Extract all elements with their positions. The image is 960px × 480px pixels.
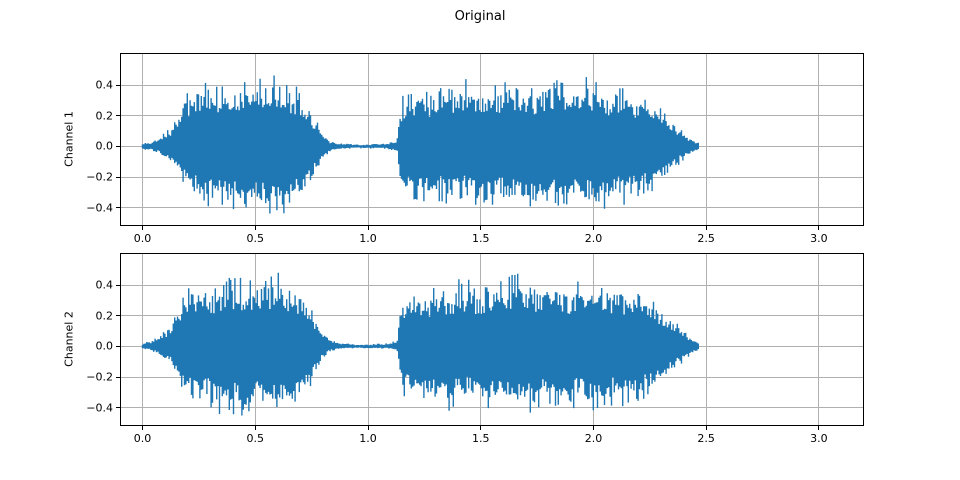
gridline-vertical	[705, 53, 707, 226]
gridline-vertical	[705, 253, 707, 426]
gridline-vertical	[818, 253, 820, 426]
axes-channel-1: Channel 1 0.0 0.5 1.0 1.5 2.0 2.5 3.0 0.4 0.2 0.0…	[63, 53, 864, 244]
x-tick-label: 3.0	[810, 232, 828, 245]
y-tick-label: −0.2	[86, 370, 113, 384]
gridline-horizontal	[120, 84, 864, 86]
y-tick-mark	[116, 376, 120, 378]
x-tick-mark	[705, 226, 707, 230]
plot-area-channel-1	[120, 53, 864, 226]
x-tick-label: 0.0	[133, 432, 152, 445]
x-tick-mark	[480, 426, 482, 430]
y-tick-mark	[116, 176, 120, 178]
x-tick-label: 1.0	[359, 232, 377, 245]
y-tick-mark	[116, 207, 120, 209]
axes-channel-2: Channel 2 0.0 0.5 1.0 1.5 2.0 2.5 3.0 0.4 0.2 0.0…	[63, 253, 864, 444]
gridline-vertical	[367, 53, 369, 226]
x-tick-mark	[142, 226, 144, 230]
gridline-horizontal	[120, 284, 864, 286]
y-tick-label: 0.4	[95, 78, 114, 92]
x-tick-mark	[480, 226, 482, 230]
y-tick-mark	[116, 115, 120, 117]
gridline-vertical	[142, 253, 144, 426]
x-tick-mark	[367, 426, 369, 430]
y-tick-label: −0.4	[86, 201, 113, 215]
gridline-vertical	[142, 53, 144, 226]
x-tick-label: 2.0	[584, 432, 603, 445]
x-tick-label: 1.0	[359, 432, 377, 445]
x-tick-mark	[254, 426, 256, 430]
x-tick-label: 1.5	[471, 232, 490, 245]
x-tick-label: 3.0	[810, 432, 828, 445]
y-tick-label: 0.2	[95, 309, 114, 323]
x-tick-label: 0.5	[246, 232, 265, 245]
y-tick-label: −0.2	[86, 170, 113, 184]
y-tick-mark	[116, 145, 120, 147]
x-tick-mark	[818, 426, 820, 430]
y-tick-label: −0.4	[86, 401, 113, 415]
y-tick-mark	[116, 315, 120, 317]
y-tick-label: 0.4	[95, 278, 114, 292]
x-tick-label: 0.0	[133, 232, 152, 245]
x-tick-label: 2.5	[697, 432, 715, 445]
y-tick-label: 0.2	[95, 109, 114, 123]
gridline-vertical	[818, 53, 820, 226]
x-tick-label: 1.5	[471, 432, 490, 445]
gridline-horizontal	[120, 407, 864, 409]
x-tick-mark	[254, 226, 256, 230]
y-tick-mark	[116, 345, 120, 347]
gridline-vertical	[367, 253, 369, 426]
figure-title: Original	[454, 9, 506, 24]
x-tick-mark	[818, 226, 820, 230]
waveform-1	[141, 75, 699, 214]
waveform-2	[141, 272, 699, 416]
y-tick-mark	[116, 407, 120, 409]
x-tick-label: 2.0	[584, 232, 603, 245]
gridline-horizontal	[120, 207, 864, 209]
y-tick-mark	[116, 284, 120, 286]
plot-area-channel-2	[120, 253, 864, 426]
y-tick-label: 0.0	[95, 139, 114, 153]
x-tick-mark	[592, 226, 594, 230]
x-tick-mark	[142, 426, 144, 430]
y-tick-label: 0.0	[95, 339, 114, 353]
x-tick-label: 0.5	[246, 432, 265, 445]
x-tick-mark	[705, 426, 707, 430]
x-tick-mark	[367, 226, 369, 230]
y-tick-mark	[116, 84, 120, 86]
x-tick-mark	[592, 426, 594, 430]
x-tick-label: 2.5	[697, 232, 715, 245]
